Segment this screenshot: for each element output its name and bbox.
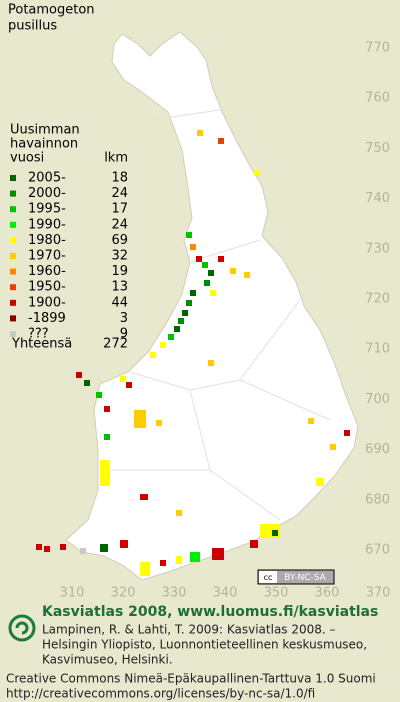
y-grid-label: 720 [365, 292, 390, 307]
legend-label: -1899 [28, 311, 66, 326]
y-grid-label: 670 [365, 543, 390, 558]
legend-count: 32 [111, 249, 128, 264]
legend-swatch [10, 206, 16, 213]
region-borders [100, 109, 331, 521]
legend-swatch [10, 221, 16, 228]
legend-swatch [10, 284, 16, 291]
x-grid-label: 310 [60, 586, 85, 601]
legend-label: 1960- [28, 264, 66, 279]
legend-header: lkm [104, 151, 128, 166]
legend-label: 1980- [28, 233, 66, 248]
cc-badge: cc BY-NC-SA [257, 569, 335, 585]
y-grid-label: 680 [365, 492, 390, 507]
observation-squares [36, 130, 350, 576]
legend-label: 1970- [28, 249, 66, 264]
legend-count: 9 [120, 327, 128, 342]
y-grid-label: 730 [365, 241, 390, 256]
y-grid-label: 710 [365, 342, 390, 357]
legend-header: vuosi [10, 151, 44, 166]
footer-heading: Kasviatlas 2008, www.luomus.fi/kasviatla… [42, 604, 378, 620]
legend-count: 24 [111, 217, 128, 232]
y-grid-label: 690 [365, 442, 390, 457]
y-grid-label: 750 [365, 141, 390, 156]
legend-swatch [10, 175, 16, 181]
species-name: Potamogeton [8, 3, 95, 18]
svg-text:cc: cc [264, 573, 273, 582]
total-label: Yhteensä [11, 337, 72, 352]
x-grid-label: 350 [264, 586, 289, 601]
legend-header: havainnon [10, 137, 78, 152]
legend-label: 1950- [28, 280, 66, 295]
legend-header: Uusimman [10, 123, 80, 138]
legend-count: 19 [111, 264, 128, 279]
legend-count: 69 [111, 233, 128, 248]
x-grid-label: 330 [162, 586, 187, 601]
x-grid-label: 360 [315, 586, 340, 601]
license: http://creativecommons.org/licenses/by-n… [6, 687, 315, 701]
legend-swatch [10, 315, 16, 322]
legend-count: 18 [111, 171, 128, 186]
legend-label: 1990- [28, 217, 66, 232]
legend-swatch [10, 299, 16, 306]
legend-swatch [10, 331, 16, 337]
y-grid-label: 740 [365, 191, 390, 206]
legend-swatch [10, 268, 16, 275]
x-grid-label: 370 [366, 586, 391, 601]
legend-swatch [10, 190, 16, 197]
x-grid-label: 340 [213, 586, 238, 601]
legend-label: 2005- [28, 171, 66, 186]
citation: Lampinen, R. & Lahti, T. 2009: Kasviatla… [42, 623, 336, 637]
legend-label: 1900- [28, 295, 66, 310]
citation: Kasvimuseo, Helsinki. [42, 653, 173, 667]
species-name: pusillus [8, 19, 57, 34]
x-grid-label: 320 [111, 586, 136, 601]
legend-swatch [10, 237, 16, 244]
y-grid-label: 760 [365, 91, 390, 106]
y-grid-label: 700 [365, 392, 390, 407]
legend-count: 44 [111, 295, 128, 310]
citation: Helsingin Yliopisto, Luonnontieteellinen… [42, 638, 367, 652]
legend-count: 17 [111, 202, 128, 217]
y-grid-label: 770 [365, 41, 390, 56]
legend-label: 1995- [28, 202, 66, 217]
legend-count: 13 [111, 280, 128, 295]
legend-count: 24 [111, 186, 128, 201]
total-count: 272 [103, 337, 128, 352]
legend-count: 3 [120, 311, 128, 326]
legend-swatch [10, 253, 16, 259]
license: Creative Commons Nimeä-Epäkaupallinen-Ta… [6, 672, 376, 686]
legend-label: 2000- [28, 186, 66, 201]
legend-label: ??? [28, 327, 49, 342]
license-badge: BY-NC-SA [284, 573, 327, 583]
logo [8, 614, 36, 642]
